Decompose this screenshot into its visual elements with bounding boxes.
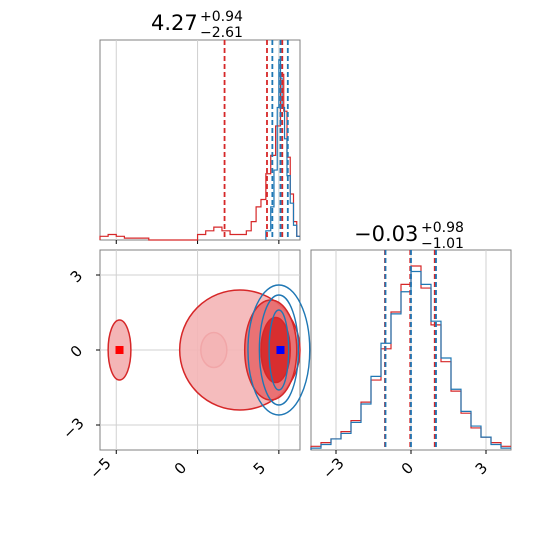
contour-level-series_a xyxy=(260,316,291,384)
joint-xtick-label: 0 xyxy=(171,459,190,478)
title-param-2-upper: +0.98 xyxy=(421,220,464,236)
joint-xtick-labels: −5 0 5 xyxy=(86,454,269,482)
joint-xtick-label: 5 xyxy=(250,459,269,478)
joint-ytick-label: 0 xyxy=(67,342,86,361)
joint-ytick-labels: 3 0 −3 xyxy=(59,267,87,443)
title-param-1-lower: −2.61 xyxy=(200,25,243,41)
title-param-2-value: −0.03 xyxy=(354,222,418,246)
joint-ytick-label: −3 xyxy=(59,414,87,442)
panel-histogram-param-1 xyxy=(99,39,301,244)
hist2-xtick-label: −3 xyxy=(319,454,347,482)
panel-contour-param-1-2 xyxy=(96,249,311,454)
histogram-series-series_a xyxy=(99,73,300,241)
hist2-xtick-labels: −3 0 3 xyxy=(319,454,491,482)
marker-series_a xyxy=(115,346,124,354)
joint-ytick-label: 3 xyxy=(67,267,86,286)
histogram-series-series_b xyxy=(265,59,300,240)
panel-frame xyxy=(99,39,301,241)
panel-histogram-param-2 xyxy=(310,249,512,454)
hist2-xtick-label: 0 xyxy=(398,459,417,478)
joint-xtick-label: −5 xyxy=(86,454,114,482)
contour-level-series_b xyxy=(258,294,300,406)
title-param-1-upper: +0.94 xyxy=(200,9,243,25)
contour-level-series_b xyxy=(247,284,311,416)
title-param-1-value: 4.27 xyxy=(151,11,198,35)
title-param-2: −0.03 +0.98 −1.01 xyxy=(354,220,464,252)
title-param-1: 4.27 +0.94 −2.61 xyxy=(151,9,243,41)
contour-level-series_b xyxy=(268,309,290,391)
title-param-2-lower: −1.01 xyxy=(421,236,464,252)
marker-series_b xyxy=(276,346,285,354)
hist2-xtick-label: 3 xyxy=(472,459,491,478)
